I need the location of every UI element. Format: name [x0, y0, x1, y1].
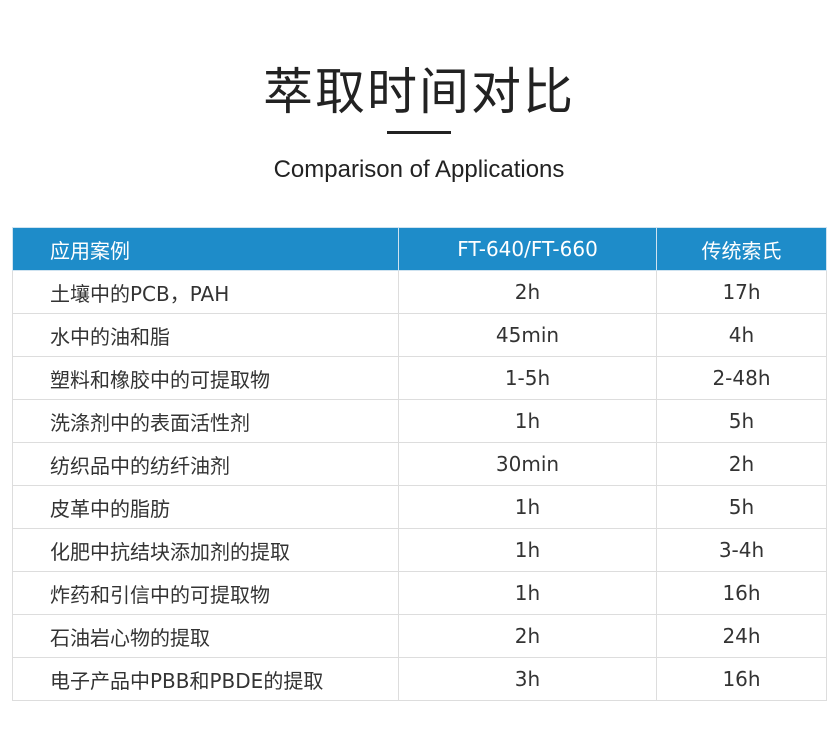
- comparison-table: 应用案例 FT-640/FT-660 传统索氏 土壤中的PCB，PAH 2h 17h…: [12, 227, 827, 701]
- table-row: 土壤中的PCB，PAH 2h 17h: [12, 270, 827, 314]
- ft-time-cell: 1h: [398, 399, 657, 443]
- ft-time-cell: 1h: [398, 528, 657, 572]
- table-row: 石油岩心物的提取 2h 24h: [12, 614, 827, 658]
- header-ft: FT-640/FT-660: [398, 227, 657, 271]
- table-row: 炸药和引信中的可提取物 1h 16h: [12, 571, 827, 615]
- page-title: 萃取时间对比: [263, 63, 575, 121]
- ft-time-cell: 1h: [398, 571, 657, 615]
- title-divider: [387, 131, 451, 134]
- soxhlet-time-cell: 5h: [656, 485, 827, 529]
- ft-time-cell: 45min: [398, 313, 657, 357]
- application-cell: 电子产品中PBB和PBDE的提取: [12, 657, 399, 701]
- header-soxhlet: 传统索氏: [656, 227, 827, 271]
- ft-time-cell: 2h: [398, 614, 657, 658]
- application-cell: 纺织品中的纺纤油剂: [12, 442, 399, 486]
- ft-time-cell: 2h: [398, 270, 657, 314]
- soxhlet-time-cell: 2h: [656, 442, 827, 486]
- ft-time-cell: 30min: [398, 442, 657, 486]
- soxhlet-time-cell: 17h: [656, 270, 827, 314]
- soxhlet-time-cell: 24h: [656, 614, 827, 658]
- table-row: 皮革中的脂肪 1h 5h: [12, 485, 827, 529]
- soxhlet-time-cell: 3-4h: [656, 528, 827, 572]
- table-row: 水中的油和脂 45min 4h: [12, 313, 827, 357]
- page-subtitle: Comparison of Applications: [273, 156, 565, 183]
- soxhlet-time-cell: 16h: [656, 571, 827, 615]
- application-cell: 皮革中的脂肪: [12, 485, 399, 529]
- soxhlet-time-cell: 2-48h: [656, 356, 827, 400]
- application-cell: 塑料和橡胶中的可提取物: [12, 356, 399, 400]
- ft-time-cell: 1h: [398, 485, 657, 529]
- soxhlet-time-cell: 5h: [656, 399, 827, 443]
- table-row: 化肥中抗结块添加剂的提取 1h 3-4h: [12, 528, 827, 572]
- application-cell: 土壤中的PCB，PAH: [12, 270, 399, 314]
- soxhlet-time-cell: 16h: [656, 657, 827, 701]
- ft-time-cell: 1-5h: [398, 356, 657, 400]
- table-row: 电子产品中PBB和PBDE的提取 3h 16h: [12, 657, 827, 701]
- soxhlet-time-cell: 4h: [656, 313, 827, 357]
- application-cell: 水中的油和脂: [12, 313, 399, 357]
- application-cell: 洗涤剂中的表面活性剂: [12, 399, 399, 443]
- application-cell: 化肥中抗结块添加剂的提取: [12, 528, 399, 572]
- table-row: 纺织品中的纺纤油剂 30min 2h: [12, 442, 827, 486]
- application-cell: 石油岩心物的提取: [12, 614, 399, 658]
- table-header-row: 应用案例 FT-640/FT-660 传统索氏: [12, 227, 827, 271]
- ft-time-cell: 3h: [398, 657, 657, 701]
- header-application: 应用案例: [12, 227, 399, 271]
- table-row: 塑料和橡胶中的可提取物 1-5h 2-48h: [12, 356, 827, 400]
- application-cell: 炸药和引信中的可提取物: [12, 571, 399, 615]
- table-row: 洗涤剂中的表面活性剂 1h 5h: [12, 399, 827, 443]
